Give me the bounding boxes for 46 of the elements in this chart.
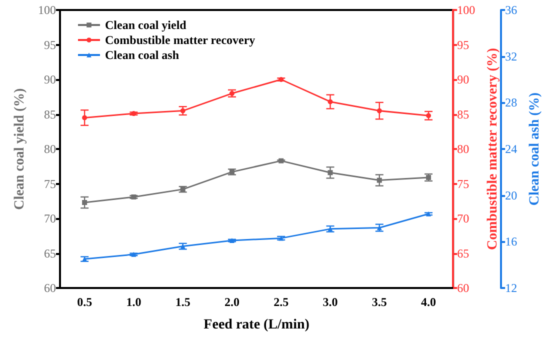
y2-tick-label: 95 <box>457 38 470 52</box>
point <box>328 170 333 176</box>
legend-label: Clean coal yield <box>105 18 187 32</box>
y-tick-label: 75 <box>44 176 56 191</box>
point <box>376 178 382 183</box>
x-tick-label: 1.0 <box>126 295 142 309</box>
y-axis-title: Clean coal yield (%) <box>12 88 28 210</box>
y3-axis-title: Clean coal ash (%) <box>528 92 542 206</box>
x-tick-label: 2.0 <box>224 295 240 309</box>
y-tick-label: 85 <box>44 107 56 122</box>
x-tick-label: 2.5 <box>274 295 289 309</box>
y2-tick-label: 100 <box>457 3 476 17</box>
y3-tick-label: 12 <box>505 281 518 295</box>
y3-tick-label: 28 <box>505 96 518 110</box>
y2-tick-label: 60 <box>457 281 470 295</box>
x-axis-title: Feed rate (L/min) <box>204 318 310 332</box>
y-tick-label: 100 <box>38 3 56 17</box>
y3-tick-label: 20 <box>505 188 518 202</box>
y-tick-label: 90 <box>44 72 56 86</box>
y2-axis-title: Combustible matter recovery (%) <box>486 48 500 250</box>
point <box>376 108 382 114</box>
y3-tick-label: 32 <box>505 49 518 64</box>
x-tick-label: 3.0 <box>322 295 338 309</box>
y3-tick-label: 24 <box>505 142 518 156</box>
y2-tick-label: 65 <box>457 246 470 260</box>
legend-label: Clean coal ash <box>105 48 180 62</box>
point <box>82 115 88 120</box>
x-tick-label: 3.5 <box>372 295 387 309</box>
x-tick-label: 0.5 <box>77 295 92 309</box>
y2-tick-label: 75 <box>457 176 470 191</box>
y2-tick-label: 90 <box>457 72 470 86</box>
x-tick-label: 4.0 <box>421 295 436 309</box>
y2-tick-label: 85 <box>457 107 470 122</box>
x-tick-label: 1.5 <box>175 295 190 309</box>
point <box>328 99 333 104</box>
y-tick-label: 65 <box>44 246 56 260</box>
y2-tick-label: 80 <box>457 142 470 156</box>
y-tick-label: 95 <box>44 38 56 52</box>
y-tick-label: 80 <box>44 142 56 156</box>
y3-tick-label: 36 <box>505 3 518 17</box>
y-tick-label: 60 <box>44 281 56 295</box>
y2-tick-label: 70 <box>457 212 470 226</box>
point <box>82 200 88 206</box>
y3-tick-label: 16 <box>505 234 518 249</box>
y-tick-label: 70 <box>44 212 56 226</box>
legend-label: Combustible matter recovery <box>105 33 256 47</box>
